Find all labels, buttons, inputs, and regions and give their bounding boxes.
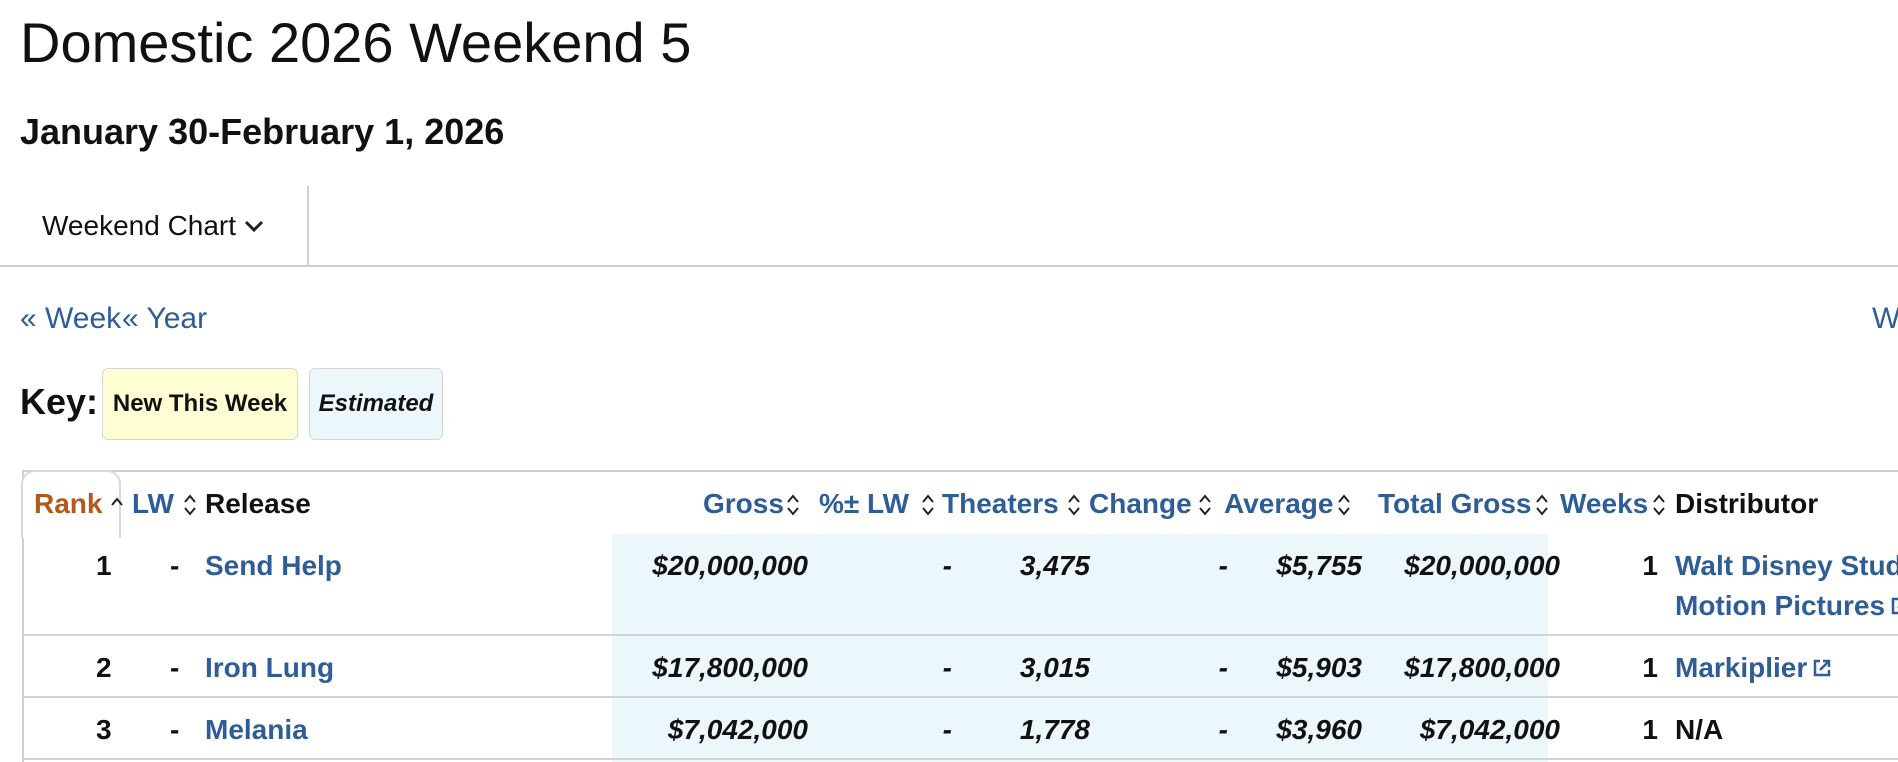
row-1-distributor-line2: Motion Pictures [1675,590,1886,621]
sort-icon[interactable] [786,492,800,518]
row-1-lw: - [170,550,180,581]
row-1-average: $5,755 [1276,550,1362,581]
sort-icon[interactable] [183,492,197,518]
row-2-total-gross: $17,800,000 [1404,652,1560,683]
row-divider [22,634,1898,636]
external-link-icon [1891,597,1898,615]
row-2-gross: $17,800,000 [652,652,808,683]
row-2-rank: 2 [96,652,112,683]
key-new-this-week: New This Week [102,368,298,440]
row-3-weeks: 1 [1642,714,1658,745]
estimated-columns-background [612,534,1548,762]
row-3-theaters: 1,778 [1019,714,1090,745]
row-1-gross: $20,000,000 [652,550,808,581]
prev-year-link[interactable]: « Year [122,302,208,335]
row-2-weeks: 1 [1642,652,1658,683]
row-3-change: - [1218,714,1228,745]
header-theaters[interactable]: Theaters [942,488,1059,519]
header-change[interactable]: Change [1089,488,1192,519]
header-total-gross[interactable]: Total Gross [1378,488,1532,519]
row-2-lw: - [170,652,180,683]
row-3-total-gross: $7,042,000 [1419,714,1560,745]
weekend-chart-dropdown[interactable]: Weekend Chart [0,186,309,266]
row-1-theaters: 3,475 [1019,550,1090,581]
row-1-total-gross: $20,000,000 [1404,550,1560,581]
next-week-link[interactable]: W [1872,302,1898,335]
row-2-distributor-link[interactable]: Markiplier [1675,650,1833,686]
header-rank[interactable]: Rank [34,488,103,519]
header-release: Release [205,488,311,519]
row-1-weeks: 1 [1642,550,1658,581]
date-range-subtitle: January 30-February 1, 2026 [20,111,505,152]
key-estimated: Estimated [309,368,443,440]
row-1-release-link[interactable]: Send Help [205,550,342,581]
external-link-icon [1814,659,1831,677]
row-1-rank: 1 [96,550,112,581]
header-average[interactable]: Average [1224,488,1334,519]
prev-week-link[interactable]: « Week [20,302,122,335]
row-2-release-link[interactable]: Iron Lung [205,652,335,683]
header-weeks[interactable]: Weeks [1560,488,1649,519]
row-3-release-link[interactable]: Melania [205,714,308,745]
row-3-distributor: N/A [1675,714,1724,745]
row-2-pct-lw: - [942,652,952,683]
row-3-gross: $7,042,000 [667,714,808,745]
chevron-down-icon [244,220,264,233]
row-2-theaters: 3,015 [1019,652,1090,683]
row-2-change: - [1218,652,1228,683]
header-distributor: Distributor [1675,488,1819,519]
row-1-pct-lw: - [942,550,952,581]
page-title: Domestic 2026 Weekend 5 [20,11,692,74]
key-label: Key: [20,381,99,422]
table-border [22,470,1898,762]
sort-icon[interactable] [1337,492,1351,518]
row-3-lw: - [170,714,180,745]
header-pct-lw[interactable]: %± LW [819,488,910,519]
row-2-distributor: Markiplier [1675,652,1808,683]
sort-ascending-icon[interactable] [110,492,124,518]
weekend-chart-label: Weekend Chart [42,210,237,241]
row-3-average: $3,960 [1276,714,1362,745]
sort-icon[interactable] [1067,492,1081,518]
row-3-pct-lw: - [942,714,952,745]
row-divider [22,696,1898,698]
header-gross[interactable]: Gross [703,488,784,519]
row-2-average: $5,903 [1276,652,1362,683]
rank-header-tab [21,470,121,538]
sort-icon[interactable] [921,492,935,518]
row-3-rank: 3 [96,714,112,745]
header-lw[interactable]: LW [132,488,174,519]
row-1-distributor-link[interactable]: Walt Disney Stud [1675,550,1898,581]
sort-icon[interactable] [1535,492,1549,518]
row-divider [22,758,1898,760]
sort-icon[interactable] [1198,492,1212,518]
row-1-distributor-link-line2[interactable]: Motion Pictures [1675,588,1898,624]
box-office-table: Rank LW Release Gross %± LW Theaters Cha… [21,470,1898,762]
tab-divider [0,265,1898,267]
row-1-change: - [1218,550,1228,581]
sort-icon[interactable] [1652,492,1666,518]
